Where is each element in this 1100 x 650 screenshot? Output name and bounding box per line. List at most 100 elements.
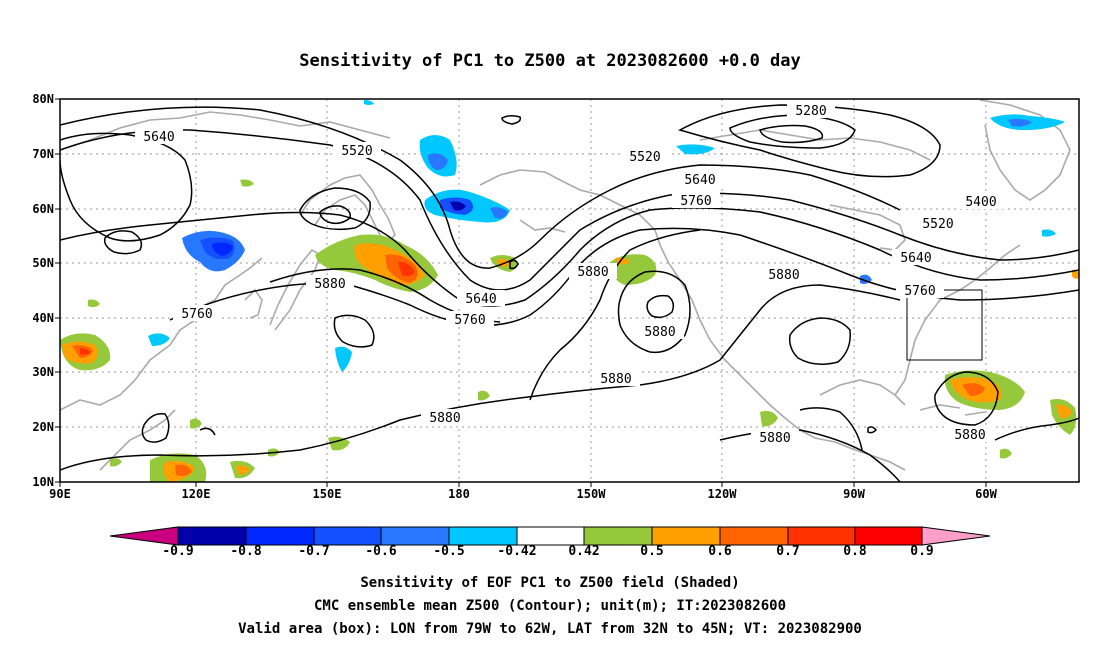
- contour-label-text: 5520: [629, 150, 660, 165]
- lat-label: 60N: [32, 202, 54, 216]
- contour-label: 5880: [946, 426, 994, 443]
- contour-label-text: 5520: [922, 217, 953, 232]
- colorbar-label: 0.7: [776, 544, 800, 559]
- contour-label-text: 5760: [181, 307, 212, 322]
- contour-label: 5880: [760, 266, 808, 283]
- contour-label: 5880: [306, 275, 354, 292]
- footer-line-valid-area: Valid area (box): LON from 79W to 62W, L…: [238, 621, 862, 637]
- colorbar-label: -0.6: [365, 544, 397, 559]
- contour-label: 5880: [636, 323, 684, 340]
- contour-label-text: 5640: [684, 173, 715, 188]
- contour-label: 5280: [787, 102, 835, 119]
- contour-label-text: 5880: [759, 431, 790, 446]
- contour-label-text: 5400: [965, 195, 996, 210]
- negative-patch-other: [148, 100, 1065, 372]
- colorbar-swatch: [651, 526, 721, 546]
- contour-label: 5760: [672, 192, 720, 209]
- valid-area-box: [906, 289, 983, 361]
- contour-label-text: 5880: [644, 325, 675, 340]
- colorbar-label: 0.5: [640, 544, 664, 559]
- colorbar-label: -0.42: [497, 544, 537, 559]
- contour-label-text: 5520: [341, 144, 372, 159]
- contour-label-text: 5880: [429, 411, 460, 426]
- lat-label: 10N: [32, 475, 54, 489]
- contour-label-text: 5880: [768, 268, 799, 283]
- colorbar-swatch: [854, 526, 923, 546]
- colorbar-label: -0.5: [433, 544, 465, 559]
- colorbar-swatch: [245, 526, 315, 546]
- colorbar-swatch: [516, 526, 585, 546]
- tick-marks: [55, 98, 987, 487]
- colorbar-label: 0.9: [910, 544, 934, 559]
- contour-label: 5760: [446, 311, 494, 328]
- positive-patch-caribbean: [478, 269, 1079, 459]
- contour-label-text: 5640: [900, 251, 931, 266]
- contour-label-text: 5760: [680, 194, 711, 209]
- colorbar-swatch: [719, 526, 789, 546]
- contour-label: 5640: [676, 171, 724, 188]
- contour-label: 5880: [569, 263, 617, 280]
- lat-label: 40N: [32, 311, 54, 325]
- colorbar-swatch: [380, 526, 450, 546]
- contour-label: 5880: [421, 409, 469, 426]
- positive-patch-pacific: [610, 254, 657, 285]
- lon-label: 150E: [312, 487, 342, 501]
- lat-label: 70N: [32, 147, 54, 161]
- contour-label-text: 5880: [314, 277, 345, 292]
- lat-label: 80N: [32, 92, 54, 106]
- colorbar-label: -0.9: [162, 544, 194, 559]
- contour-label: 5880: [592, 370, 640, 387]
- contour-label-text: 5280: [795, 104, 826, 119]
- colorbar-swatch: [177, 526, 247, 546]
- contour-label: 5760: [896, 282, 944, 299]
- contour-label-text: 5760: [904, 284, 935, 299]
- colorbar-swatch: [583, 526, 653, 546]
- footer-line-shaded: Sensitivity of EOF PC1 to Z500 field (Sh…: [360, 575, 740, 591]
- contours: [60, 104, 1079, 482]
- lon-label: 180: [448, 487, 470, 501]
- colorbar-swatch: [787, 526, 856, 546]
- contour-label: 5760: [173, 305, 221, 322]
- lon-label: 90W: [843, 487, 865, 501]
- colorbar-label: -0.8: [230, 544, 262, 559]
- lon-label: 120W: [707, 487, 737, 501]
- contour-label-text: 5880: [954, 428, 985, 443]
- map-frame: [59, 98, 1080, 483]
- colorbar-label: -0.7: [298, 544, 330, 559]
- negative-patch-siberia: [182, 230, 245, 272]
- lon-label: 120E: [181, 487, 211, 501]
- contour-labels: 5640 5520 5520 5640 5760 5280 5400 5520 …: [135, 102, 1005, 446]
- contour-label: 5640: [892, 249, 940, 266]
- contour-label-text: 5880: [600, 372, 631, 387]
- contour-label: 5640: [457, 290, 505, 307]
- lat-label: 50N: [32, 256, 54, 270]
- colorbar-label: 0.42: [568, 544, 600, 559]
- colorbar-swatch: [109, 526, 179, 546]
- contour-label: 5520: [333, 142, 381, 159]
- contour-label: 5640: [135, 128, 183, 145]
- footer-line-contour: CMC ensemble mean Z500 (Contour); unit(m…: [313, 598, 786, 614]
- contour-label-text: 5640: [465, 292, 496, 307]
- colorbar-swatch: [448, 526, 518, 546]
- contour-label-text: 5640: [143, 130, 174, 145]
- colorbar-swatch: [921, 526, 991, 546]
- colorbar: [109, 526, 991, 546]
- lat-label: 20N: [32, 420, 54, 434]
- colorbar-swatch: [313, 526, 382, 546]
- contour-label-text: 5880: [577, 265, 608, 280]
- colorbar-label: 0.8: [843, 544, 867, 559]
- contour-label: 5880: [751, 429, 799, 446]
- plot-title: Sensitivity of PC1 to Z500 at 2023082600…: [299, 51, 801, 71]
- contour-label: 5400: [957, 193, 1005, 210]
- coastlines: [60, 99, 1071, 471]
- positive-patch-westpac: [60, 179, 350, 482]
- lon-label: 90E: [49, 487, 71, 501]
- contour-label-text: 5760: [454, 313, 485, 328]
- sensitivity-shading: [60, 100, 1079, 482]
- negative-patch-bering: [419, 135, 510, 223]
- contour-label: 5520: [914, 215, 962, 232]
- colorbar-label: 0.6: [708, 544, 732, 559]
- lon-label: 150W: [576, 487, 606, 501]
- lat-label: 30N: [32, 365, 54, 379]
